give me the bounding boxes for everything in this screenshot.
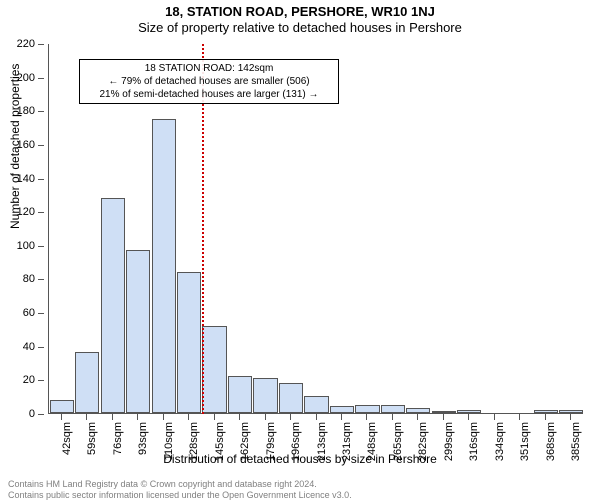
histogram-bar: [304, 396, 328, 413]
y-tick-label: 180: [17, 105, 35, 117]
histogram-bar: [432, 411, 456, 413]
y-tick: [38, 111, 44, 112]
chart-title: 18, STATION ROAD, PERSHORE, WR10 1NJ: [0, 4, 600, 19]
plot-area: 18 STATION ROAD: 142sqm← 79% of detached…: [48, 44, 583, 414]
y-tick-label: 140: [17, 173, 35, 185]
annotation-line: 18 STATION ROAD: 142sqm: [84, 62, 334, 75]
x-tick: [265, 414, 266, 420]
footer-attribution: Contains HM Land Registry data © Crown c…: [8, 479, 352, 501]
x-tick: [417, 414, 418, 420]
annotation-line: ← 79% of detached houses are smaller (50…: [84, 75, 334, 88]
y-tick: [38, 279, 44, 280]
histogram-bar: [101, 198, 125, 413]
x-tick: [443, 414, 444, 420]
y-tick: [38, 347, 44, 348]
y-tick: [38, 380, 44, 381]
y-tick-label: 160: [17, 139, 35, 151]
y-tick-label: 20: [23, 374, 35, 386]
histogram-bar: [228, 376, 252, 413]
x-tick: [392, 414, 393, 420]
x-tick: [214, 414, 215, 420]
x-tick: [341, 414, 342, 420]
histogram-bar: [279, 383, 303, 413]
y-tick: [38, 179, 44, 180]
y-tick-label: 40: [23, 341, 35, 353]
x-tick: [290, 414, 291, 420]
x-tick: [137, 414, 138, 420]
y-tick: [38, 212, 44, 213]
x-tick: [366, 414, 367, 420]
x-axis-title: Distribution of detached houses by size …: [0, 452, 600, 466]
histogram-bar: [202, 326, 226, 413]
histogram-bar: [152, 119, 176, 413]
x-tick: [112, 414, 113, 420]
histogram-bar: [126, 250, 150, 413]
histogram-bar: [253, 378, 277, 413]
y-tick: [38, 246, 44, 247]
x-tick: [61, 414, 62, 420]
histogram-bar: [177, 272, 201, 413]
histogram-bar: [330, 406, 354, 413]
y-tick: [38, 313, 44, 314]
y-tick: [38, 145, 44, 146]
y-tick-label: 220: [17, 38, 35, 50]
x-tick: [188, 414, 189, 420]
y-tick-label: 80: [23, 273, 35, 285]
y-tick-label: 200: [17, 72, 35, 84]
histogram-bar: [559, 410, 583, 413]
y-tick-label: 100: [17, 240, 35, 252]
y-tick-label: 120: [17, 206, 35, 218]
x-tick: [545, 414, 546, 420]
y-tick: [38, 78, 44, 79]
x-tick: [468, 414, 469, 420]
y-tick-label: 0: [29, 408, 35, 420]
histogram-bar: [457, 410, 481, 413]
annotation-box: 18 STATION ROAD: 142sqm← 79% of detached…: [79, 59, 339, 104]
footer-line-1: Contains HM Land Registry data © Crown c…: [8, 479, 352, 490]
x-tick: [239, 414, 240, 420]
x-tick: [519, 414, 520, 420]
chart-subtitle: Size of property relative to detached ho…: [0, 20, 600, 35]
footer-line-2: Contains public sector information licen…: [8, 490, 352, 501]
y-tick: [38, 44, 44, 45]
x-tick: [316, 414, 317, 420]
histogram-bar: [50, 400, 74, 413]
chart-area: 18 STATION ROAD: 142sqm← 79% of detached…: [48, 44, 583, 414]
y-tick: [38, 414, 44, 415]
histogram-bar: [355, 405, 379, 413]
histogram-bar: [75, 352, 99, 413]
histogram-bar: [381, 405, 405, 413]
histogram-bar: [406, 408, 430, 413]
x-tick: [163, 414, 164, 420]
x-tick: [570, 414, 571, 420]
y-tick-label: 60: [23, 307, 35, 319]
x-tick: [86, 414, 87, 420]
x-tick: [494, 414, 495, 420]
histogram-bar: [534, 410, 558, 413]
annotation-line: 21% of semi-detached houses are larger (…: [84, 88, 334, 101]
